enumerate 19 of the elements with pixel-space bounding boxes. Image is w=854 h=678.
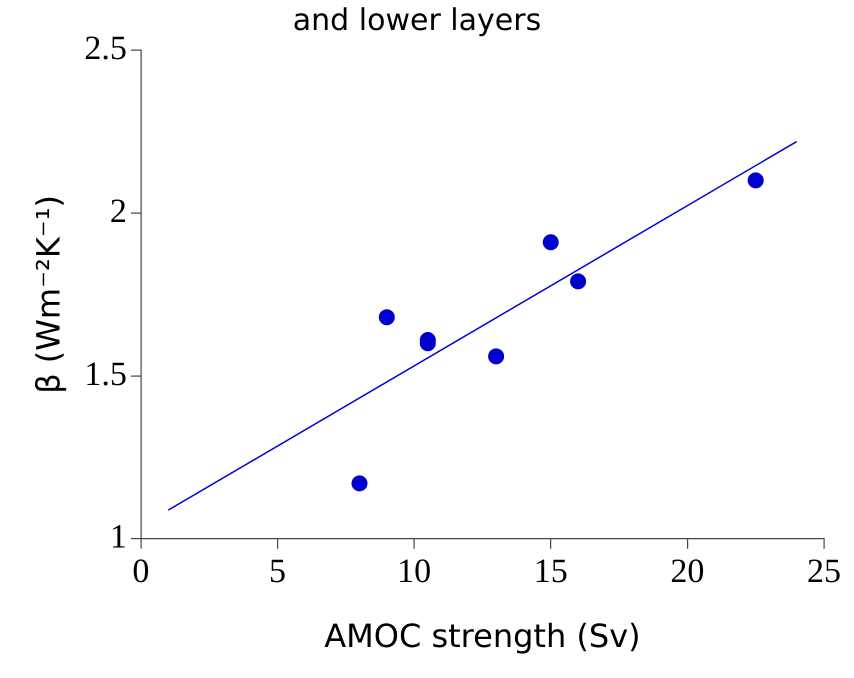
- x-tick-label: 15: [534, 553, 568, 590]
- point: [570, 273, 586, 290]
- point: [488, 348, 504, 364]
- y-tick-label: 2: [110, 192, 127, 230]
- point: [542, 234, 559, 250]
- chart-title: and lower layers: [292, 2, 542, 38]
- x-tick-label: 5: [269, 553, 286, 590]
- point: [748, 172, 764, 188]
- x-tick-label: 10: [397, 553, 432, 590]
- point: [378, 309, 395, 326]
- y-axis-title: β (Wm⁻²K⁻¹): [30, 195, 68, 394]
- y-tick-label: 1.5: [84, 356, 127, 393]
- y-tick-label: 2.5: [84, 30, 127, 67]
- x-tick-label: 25: [807, 553, 841, 590]
- x-axis-title: AMOC strength (Sv): [324, 617, 641, 656]
- x-tick-label: 20: [670, 553, 704, 590]
- y-tick-label: 1: [110, 518, 127, 556]
- point: [351, 475, 368, 492]
- x-tick-label: 0: [132, 553, 150, 590]
